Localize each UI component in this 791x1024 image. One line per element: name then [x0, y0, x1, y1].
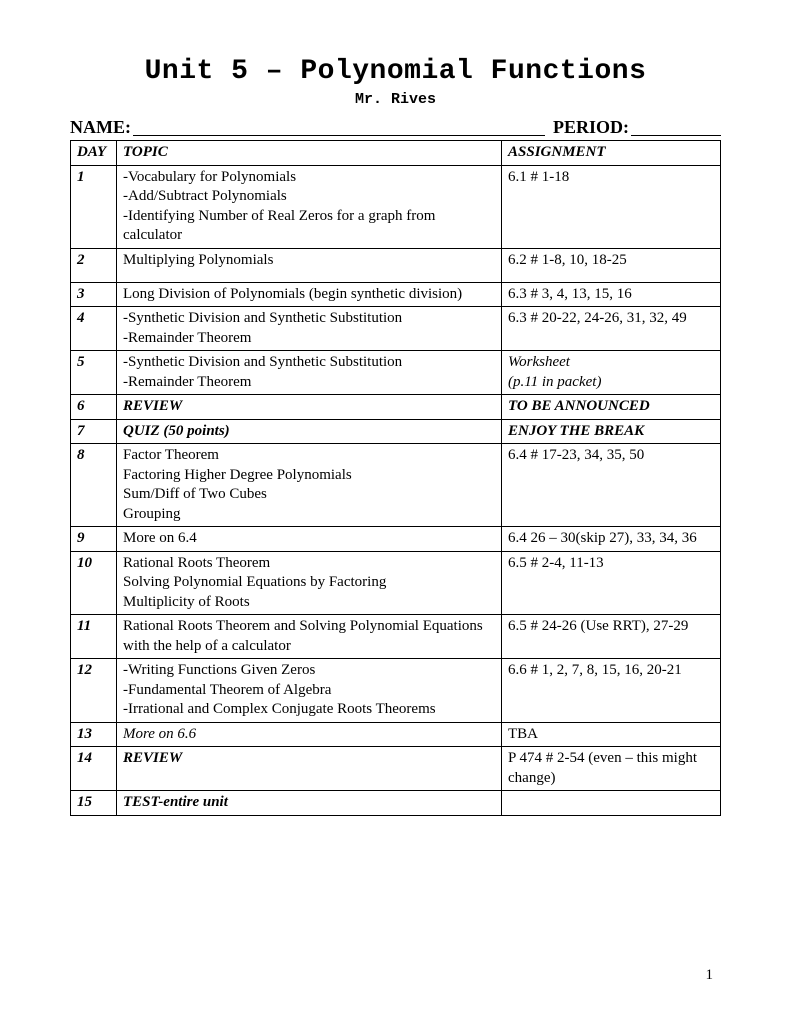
- assignment-cell: 6.3 # 20-22, 24-26, 31, 32, 49: [502, 307, 721, 351]
- topic-cell: Long Division of Polynomials (begin synt…: [117, 282, 502, 307]
- topic-text: -Fundamental Theorem of Algebra: [123, 681, 495, 701]
- topic-text: Factoring Higher Degree Polynomials: [123, 466, 495, 486]
- day-cell: 11: [71, 615, 117, 659]
- topic-cell: QUIZ (50 points): [117, 419, 502, 444]
- topic-cell: TEST-entire unit: [117, 791, 502, 816]
- assignment-cell: Worksheet(p.11 in packet): [502, 351, 721, 395]
- topic-text: Solving Polynomial Equations by Factorin…: [123, 573, 495, 593]
- topic-cell: -Vocabulary for Polynomials-Add/Subtract…: [117, 165, 502, 248]
- topic-cell: REVIEW: [117, 395, 502, 420]
- header-day: DAY: [71, 141, 117, 166]
- assignment-cell: TBA: [502, 722, 721, 747]
- day-cell: 1: [71, 165, 117, 248]
- topic-text: -Identifying Number of Real Zeros for a …: [123, 207, 495, 246]
- topic-cell: -Synthetic Division and Synthetic Substi…: [117, 307, 502, 351]
- topic-text: Long Division of Polynomials (begin synt…: [123, 285, 495, 305]
- table-row: 3 Long Division of Polynomials (begin syn…: [71, 282, 721, 307]
- day-cell: 14: [71, 747, 117, 791]
- topic-text: Factor Theorem: [123, 446, 495, 466]
- name-blank: [133, 116, 545, 136]
- header-assignment: ASSIGNMENT: [502, 141, 721, 166]
- assignment-cell: TO BE ANNOUNCED: [502, 395, 721, 420]
- topic-text: -Irrational and Complex Conjugate Roots …: [123, 700, 495, 720]
- topic-text: Grouping: [123, 505, 495, 525]
- topic-text: More on 6.4: [123, 529, 495, 549]
- table-row: 9 More on 6.4 6.4 26 – 30(skip 27), 33, 34…: [71, 527, 721, 552]
- table-row: 2 Multiplying Polynomials 6.2 # 1-8, 10, 1…: [71, 248, 721, 282]
- topic-cell: Factor TheoremFactoring Higher Degree Po…: [117, 444, 502, 527]
- topic-text: REVIEW: [123, 397, 495, 417]
- teacher-name: Mr. Rives: [70, 91, 721, 108]
- day-cell: 4: [71, 307, 117, 351]
- topic-text: Multiplicity of Roots: [123, 593, 495, 613]
- assignment-cell: P 474 # 2-54 (even – this might change): [502, 747, 721, 791]
- topic-text: Rational Roots Theorem and Solving Polyn…: [123, 617, 495, 656]
- day-cell: 10: [71, 551, 117, 615]
- table-row: 4 -Synthetic Division and Synthetic Subst…: [71, 307, 721, 351]
- unit-title: Unit 5 – Polynomial Functions: [70, 56, 721, 87]
- period-label: PERIOD:: [553, 117, 629, 138]
- assignment-cell: 6.4 # 17-23, 34, 35, 50: [502, 444, 721, 527]
- topic-text: More on 6.6: [123, 725, 495, 745]
- table-row: 8Factor TheoremFactoring Higher Degree P…: [71, 444, 721, 527]
- page-number: 1: [706, 967, 714, 984]
- table-row: 7 QUIZ (50 points) ENJOY THE BREAK: [71, 419, 721, 444]
- assignment-cell: ENJOY THE BREAK: [502, 419, 721, 444]
- table-row: 13 More on 6.6 TBA: [71, 722, 721, 747]
- topic-cell: Rational Roots TheoremSolving Polynomial…: [117, 551, 502, 615]
- assignment-cell: 6.5 # 2-4, 11-13: [502, 551, 721, 615]
- table-row: 12-Writing Functions Given Zeros-Fundame…: [71, 659, 721, 723]
- header-topic: TOPIC: [117, 141, 502, 166]
- assignment-cell: 6.4 26 – 30(skip 27), 33, 34, 36: [502, 527, 721, 552]
- topic-text: -Synthetic Division and Synthetic Substi…: [123, 353, 495, 373]
- day-cell: 15: [71, 791, 117, 816]
- topic-cell: Rational Roots Theorem and Solving Polyn…: [117, 615, 502, 659]
- day-cell: 9: [71, 527, 117, 552]
- day-cell: 8: [71, 444, 117, 527]
- name-label: NAME:: [70, 117, 131, 138]
- topic-cell: -Synthetic Division and Synthetic Substi…: [117, 351, 502, 395]
- table-row: 11Rational Roots Theorem and Solving Pol…: [71, 615, 721, 659]
- schedule-table: DAY TOPIC ASSIGNMENT 1-Vocabulary for Po…: [70, 140, 721, 816]
- topic-text: TEST-entire unit: [123, 793, 495, 813]
- topic-cell: More on 6.6: [117, 722, 502, 747]
- topic-text: -Remainder Theorem: [123, 373, 495, 393]
- topic-text: -Add/Subtract Polynomials: [123, 187, 495, 207]
- table-row: 10Rational Roots TheoremSolving Polynomi…: [71, 551, 721, 615]
- day-cell: 7: [71, 419, 117, 444]
- topic-text: -Remainder Theorem: [123, 329, 495, 349]
- topic-cell: Multiplying Polynomials: [117, 248, 502, 282]
- topic-text: REVIEW: [123, 749, 495, 769]
- assignment-cell: 6.5 # 24-26 (Use RRT), 27-29: [502, 615, 721, 659]
- day-cell: 13: [71, 722, 117, 747]
- topic-cell: REVIEW: [117, 747, 502, 791]
- assignment-cell: 6.3 # 3, 4, 13, 15, 16: [502, 282, 721, 307]
- topic-text: Rational Roots Theorem: [123, 554, 495, 574]
- topic-text: Sum/Diff of Two Cubes: [123, 485, 495, 505]
- table-row: 15 TEST-entire unit: [71, 791, 721, 816]
- period-blank: [631, 116, 721, 136]
- day-cell: 3: [71, 282, 117, 307]
- topic-text: -Writing Functions Given Zeros: [123, 661, 495, 681]
- table-row: 14 REVIEW P 474 # 2-54 (even – this might …: [71, 747, 721, 791]
- day-cell: 6: [71, 395, 117, 420]
- assignment-cell: [502, 791, 721, 816]
- topic-cell: -Writing Functions Given Zeros-Fundament…: [117, 659, 502, 723]
- table-row: 1-Vocabulary for Polynomials-Add/Subtrac…: [71, 165, 721, 248]
- day-cell: 2: [71, 248, 117, 282]
- assignment-cell: 6.2 # 1-8, 10, 18-25: [502, 248, 721, 282]
- topic-text: QUIZ (50 points): [123, 422, 495, 442]
- table-row: 5 -Synthetic Division and Synthetic Subst…: [71, 351, 721, 395]
- day-cell: 5: [71, 351, 117, 395]
- topic-text: -Synthetic Division and Synthetic Substi…: [123, 309, 495, 329]
- table-row: 6 REVIEW TO BE ANNOUNCED: [71, 395, 721, 420]
- table-header-row: DAY TOPIC ASSIGNMENT: [71, 141, 721, 166]
- assignment-cell: 6.1 # 1-18: [502, 165, 721, 248]
- assignment-cell: 6.6 # 1, 2, 7, 8, 15, 16, 20-21: [502, 659, 721, 723]
- day-cell: 12: [71, 659, 117, 723]
- topic-text: -Vocabulary for Polynomials: [123, 168, 495, 188]
- topic-text: Multiplying Polynomials: [123, 251, 495, 271]
- name-period-row: NAME: PERIOD:: [70, 116, 721, 138]
- topic-cell: More on 6.4: [117, 527, 502, 552]
